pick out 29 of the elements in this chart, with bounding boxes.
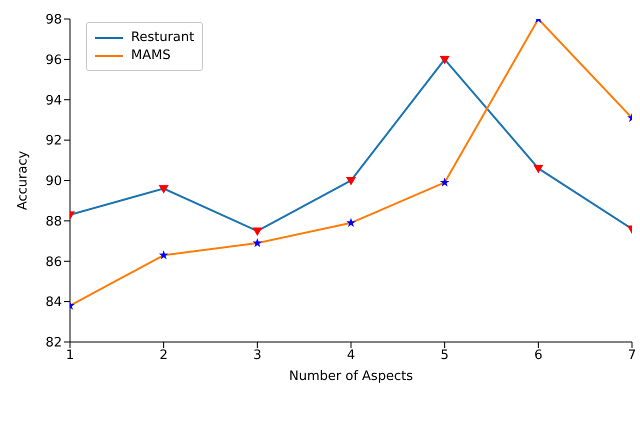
y-tick-label: 88 <box>45 214 62 230</box>
x-tick-label: 1 <box>66 348 74 364</box>
y-tick-label: 82 <box>45 336 62 351</box>
y-tick-label: 86 <box>45 254 62 270</box>
y-tick-label: 92 <box>45 134 62 149</box>
point <box>533 164 544 174</box>
y-tick-label: 90 <box>45 174 62 190</box>
x-axis-title: Number of Aspects <box>289 369 414 384</box>
point <box>252 238 262 248</box>
legend-label: Resturant <box>131 30 194 45</box>
x-tick-label: 6 <box>534 348 542 364</box>
legend-label: MAMS <box>131 48 171 63</box>
point <box>346 218 356 227</box>
x-tick-label: 2 <box>160 348 168 364</box>
point <box>158 250 168 260</box>
x-tick-label: 4 <box>346 348 356 364</box>
x-tick-label: 5 <box>440 348 449 364</box>
y-tick-label: 98 <box>45 12 62 28</box>
y-tick-label: 96 <box>45 52 62 68</box>
point <box>440 56 450 64</box>
y-tick-label: 94 <box>45 93 62 108</box>
point <box>158 185 169 194</box>
point <box>440 178 450 187</box>
point <box>346 177 356 186</box>
x-tick-label: 3 <box>253 348 262 364</box>
point <box>252 227 262 236</box>
x-tick-label: 7 <box>628 348 636 364</box>
y-tick-label: 84 <box>45 295 62 310</box>
y-axis-title: Accuracy <box>16 150 31 210</box>
